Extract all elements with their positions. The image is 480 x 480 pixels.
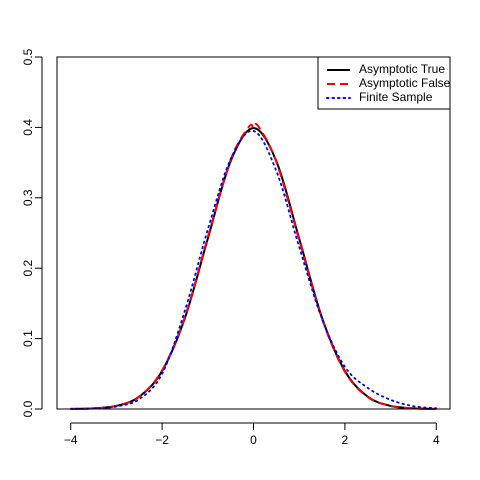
plot-area bbox=[69, 122, 438, 410]
y-tick-label: 0.4 bbox=[21, 119, 35, 136]
legend-label: Asymptotic True bbox=[359, 62, 445, 76]
y-tick-label: 0.0 bbox=[21, 400, 35, 417]
x-tick-label: −4 bbox=[64, 433, 78, 447]
y-tick-label: 0.2 bbox=[21, 260, 35, 277]
legend-label: Finite Sample bbox=[359, 90, 433, 104]
y-tick-label: 0.1 bbox=[21, 330, 35, 347]
series-line-asymptotic-true bbox=[70, 127, 437, 410]
x-tick-label: 0 bbox=[250, 433, 257, 447]
series-line-finite-sample bbox=[69, 129, 438, 410]
y-tick-label: 0.5 bbox=[21, 48, 35, 65]
axes: −4 −2 0 2 4 0.0 0.1 0.2 0.3 0.4 0.5 bbox=[21, 48, 451, 447]
plot-box bbox=[56, 56, 451, 410]
x-tick-label: 4 bbox=[433, 433, 440, 447]
x-tick-label: 2 bbox=[342, 433, 349, 447]
x-tick-label: −2 bbox=[155, 433, 169, 447]
legend-label: Asymptotic False bbox=[359, 76, 451, 90]
y-tick-label: 0.3 bbox=[21, 189, 35, 206]
series-line-asymptotic-false bbox=[70, 122, 437, 410]
